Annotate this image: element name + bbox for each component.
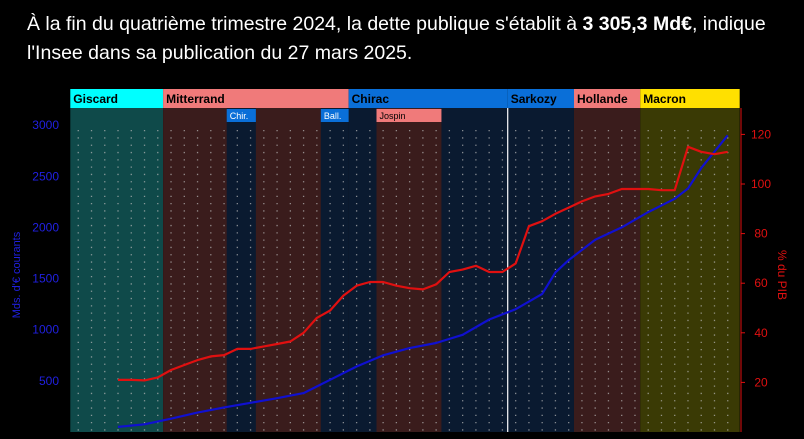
prime-minister-region	[226, 108, 256, 432]
debt-chart: Giscard Mitterrand Chirac Sarkozy Hollande Ma…	[11, 89, 789, 432]
prime-minister-label: Chir.	[230, 111, 249, 121]
headline-text-2: , indique l'Insee dans sa publication du…	[27, 13, 766, 64]
right-tick-label: 100	[751, 177, 771, 191]
left-tick-label: 3000	[32, 118, 59, 132]
president-bar	[640, 89, 740, 108]
president-label: Sarkozy	[511, 92, 557, 106]
president-region	[573, 108, 641, 432]
president-label: Hollande	[577, 92, 628, 106]
president-bar	[573, 89, 641, 108]
right-tick-label: 80	[754, 227, 768, 241]
debt-gdp-line	[118, 145, 728, 382]
president-label: Macron	[643, 92, 686, 106]
prime-minister-bar	[376, 109, 442, 122]
president-region	[640, 108, 740, 432]
left-tick-label: 2000	[32, 220, 59, 234]
left-tick-label: 1000	[32, 323, 59, 337]
president-label: Mitterrand	[166, 92, 225, 106]
right-axis-title: % du PIB	[775, 250, 789, 300]
headline-amount: 3 305,3 Md€	[582, 13, 692, 35]
right-tick-label: 60	[754, 276, 768, 290]
right-tick-label: 120	[751, 127, 771, 141]
prime-minister-bar	[226, 109, 256, 122]
president-bar	[348, 89, 508, 108]
prime-minister-label: Jospin	[379, 111, 405, 121]
president-label: Giscard	[73, 92, 118, 106]
right-tick-label: 20	[754, 375, 768, 389]
president-bar	[163, 89, 349, 108]
prime-minister-region	[376, 108, 442, 432]
left-tick-label: 500	[39, 374, 59, 388]
debt-amount-line	[117, 134, 729, 428]
prime-minister-label: Ball.	[324, 111, 342, 121]
left-tick-label: 1500	[32, 272, 59, 286]
president-label: Chirac	[352, 92, 390, 106]
president-region	[70, 108, 164, 432]
prime-minister-bar	[320, 109, 349, 122]
president-bar	[70, 89, 164, 108]
left-tick-label: 2500	[32, 169, 59, 183]
president-bar	[507, 89, 574, 108]
president-region	[507, 108, 574, 432]
left-axis-title: Mds. d'€ courants	[11, 231, 23, 318]
page-headline: À la fin du quatrième trimestre 2024, la…	[27, 10, 787, 68]
headline-text-1: À la fin du quatrième trimestre 2024, la…	[27, 13, 583, 35]
right-tick-label: 40	[754, 326, 768, 340]
